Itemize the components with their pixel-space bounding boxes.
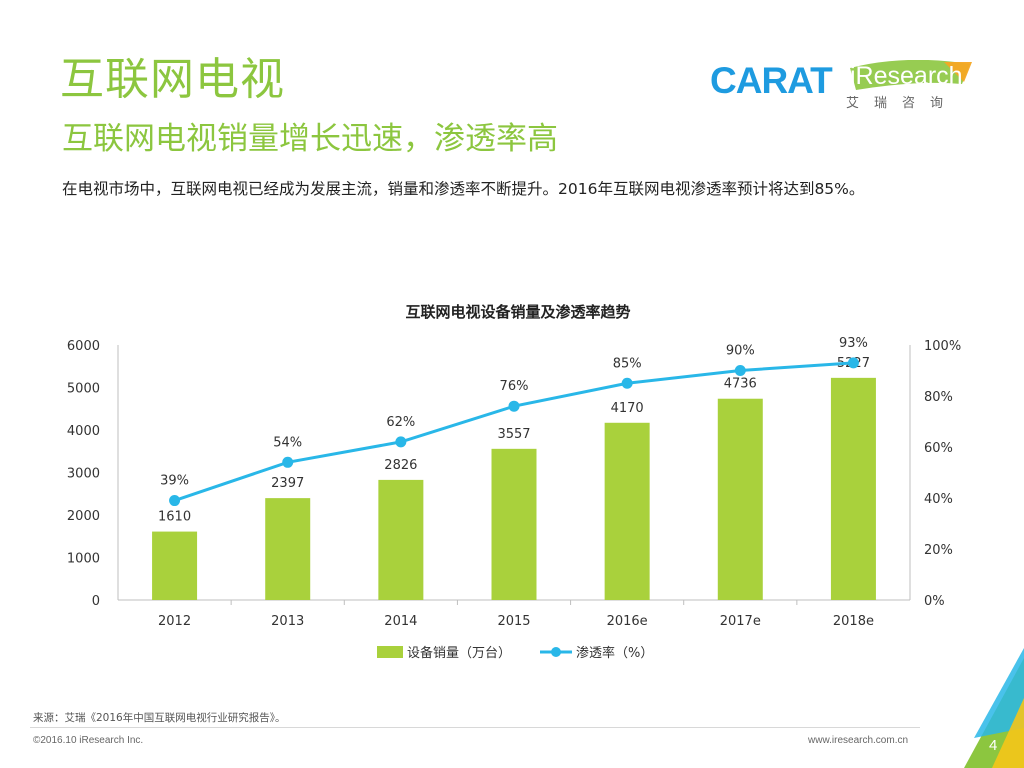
website-link[interactable]: www.iresearch.com.cn: [808, 735, 909, 746]
y2-tick-label: 0%: [924, 594, 945, 609]
bar: [491, 448, 537, 600]
line-value-label: 76%: [500, 379, 529, 394]
line-value-label: 54%: [273, 435, 302, 450]
line-point: [734, 365, 746, 376]
source-note: 来源：艾瑞《2016年中国互联网电视行业研究报告》。: [33, 712, 286, 724]
iresearch-wordmark: iResearch: [850, 62, 963, 90]
iresearch-swoosh-icon: [850, 60, 972, 90]
iresearch-chinese-name: 艾瑞咨询: [846, 96, 959, 111]
bar-value-label: 2826: [384, 458, 417, 473]
y2-tick-label: 80%: [924, 390, 953, 405]
bar-value-label: 2397: [271, 476, 304, 491]
line-point: [282, 456, 294, 468]
y2-tick-label: 40%: [924, 492, 953, 507]
x-tick-label: 2017e: [720, 614, 761, 629]
y2-tick-label: 60%: [924, 441, 953, 456]
line-point: [508, 400, 520, 412]
page-subtitle: 互联网电视销量增长迅速，渗透率高: [62, 121, 558, 157]
bar-value-label: 4736: [724, 377, 757, 392]
y-tick-label: 0: [92, 594, 100, 609]
bar: [604, 422, 650, 600]
y-tick-label: 1000: [67, 552, 100, 567]
x-tick-label: 2016e: [607, 614, 648, 629]
chart-title: 互联网电视设备销量及渗透率趋势: [405, 303, 630, 321]
line-value-label: 85%: [613, 356, 642, 371]
line-value-label: 62%: [386, 415, 415, 430]
bar: [830, 377, 876, 600]
bar: [152, 531, 198, 600]
bar: [378, 479, 424, 600]
line-point: [621, 377, 633, 389]
x-tick-label: 2018e: [833, 614, 874, 629]
bar-value-label: 1610: [158, 510, 191, 525]
line-point: [395, 436, 407, 448]
y2-tick-label: 100%: [924, 339, 961, 354]
legend-label-bar: 设备销量（万台）: [407, 645, 511, 661]
footer-divider: [30, 727, 920, 728]
corner-decoration: [964, 648, 1024, 768]
x-tick-label: 2014: [384, 614, 417, 629]
legend-swatch-bar: [377, 646, 403, 658]
iresearch-logo: iResearch 艾瑞咨询: [846, 60, 986, 120]
page-description: 在电视市场中，互联网电视已经成为发展主流，销量和渗透率不断提升。2016年互联网…: [62, 180, 865, 198]
line-value-label: 93%: [839, 336, 868, 351]
y-tick-label: 4000: [67, 424, 100, 439]
bar-value-label: 4170: [611, 401, 644, 416]
legend-swatch-point: [551, 647, 561, 657]
y-tick-label: 6000: [67, 339, 100, 354]
bar-value-label: 3557: [497, 427, 530, 442]
carat-logo: CARAT: [710, 60, 833, 101]
y-tick-label: 2000: [67, 509, 100, 524]
y2-tick-label: 20%: [924, 543, 953, 558]
page-number: 4: [989, 737, 998, 754]
copyright: ©2016.10 iResearch Inc.: [33, 735, 144, 746]
y-tick-label: 3000: [67, 467, 100, 482]
x-tick-label: 2015: [497, 614, 530, 629]
line-value-label: 39%: [160, 474, 189, 489]
legend-label-line: 渗透率（%）: [576, 645, 653, 661]
x-tick-label: 2013: [271, 614, 304, 629]
line-point: [847, 357, 859, 369]
bar: [717, 398, 763, 600]
bar: [265, 498, 311, 600]
y-tick-label: 5000: [67, 382, 100, 397]
page-title: 互联网电视: [60, 54, 285, 105]
line-value-label: 90%: [726, 344, 755, 359]
x-tick-label: 2012: [158, 614, 191, 629]
line-point: [169, 495, 181, 507]
